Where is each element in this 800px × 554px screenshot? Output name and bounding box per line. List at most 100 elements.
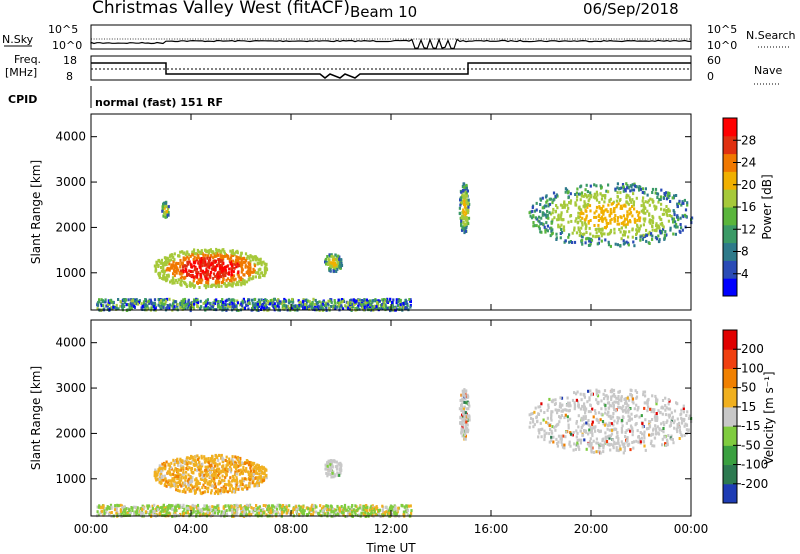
echo-cell	[245, 280, 249, 284]
echo-cell	[551, 425, 554, 429]
echo-cell	[268, 302, 272, 306]
echo-cell	[330, 254, 333, 258]
echo-cell	[218, 471, 221, 475]
echo-cell	[270, 506, 273, 509]
echo-cell	[116, 513, 119, 517]
echo-cell	[603, 232, 606, 236]
echo-cell	[165, 460, 168, 464]
echo-cell	[599, 429, 602, 433]
colorbar-block	[723, 242, 737, 261]
echo-cell	[252, 473, 255, 476]
echo-cell	[357, 302, 360, 306]
echo-cell	[603, 397, 606, 401]
echo-cell	[549, 428, 552, 431]
echo-cell	[669, 228, 672, 232]
echo-cell	[645, 233, 649, 237]
echo-cell	[629, 189, 632, 193]
echo-cell	[212, 467, 215, 470]
echo-cell	[616, 186, 619, 190]
echo-cell	[348, 307, 351, 311]
echo-cell	[154, 468, 157, 472]
echo-cell	[307, 507, 310, 511]
echo-cell	[146, 504, 149, 508]
echo-cell	[650, 232, 653, 236]
echo-cell	[611, 394, 614, 398]
echo-cell	[602, 422, 605, 426]
echo-cell	[686, 203, 689, 207]
echo-cell	[543, 206, 546, 210]
echo-cell	[557, 214, 560, 218]
echo-cell	[195, 512, 198, 516]
echo-cell	[463, 217, 466, 221]
echo-cell	[187, 460, 190, 464]
echo-cell	[99, 505, 103, 509]
echo-cell	[161, 513, 164, 517]
echo-cell	[210, 306, 213, 310]
echo-cell	[311, 503, 314, 507]
echo-cell	[683, 424, 686, 428]
echo-cell	[588, 237, 591, 241]
echo-cell	[623, 219, 626, 223]
echo-cell	[653, 444, 656, 448]
echo-cell	[642, 208, 645, 212]
echo-cell	[216, 504, 219, 508]
echo-cell	[214, 453, 217, 457]
echo-cell	[169, 253, 172, 257]
echo-cell	[282, 307, 286, 311]
echo-cell	[226, 469, 229, 473]
echo-cell	[676, 205, 679, 208]
echo-cell	[555, 193, 558, 197]
echo-cell	[226, 284, 229, 287]
echo-cell	[221, 259, 224, 263]
echo-cell	[533, 209, 537, 213]
echo-cell	[239, 458, 242, 462]
echo-cell	[215, 247, 218, 251]
echo-cell	[674, 232, 677, 236]
echo-cell	[171, 276, 175, 280]
echo-cell	[314, 302, 317, 306]
echo-cell	[126, 513, 129, 517]
echo-cell	[667, 402, 670, 406]
echo-cell	[262, 260, 265, 264]
echo-cell	[165, 299, 168, 303]
echo-cell	[575, 429, 578, 433]
echo-cell	[597, 421, 600, 424]
echo-cell	[392, 298, 395, 302]
echo-cell	[388, 306, 391, 310]
echo-cell	[329, 472, 332, 476]
echo-cell	[633, 182, 636, 186]
echo-cell	[579, 392, 582, 396]
echo-cell	[465, 417, 468, 421]
echo-cell	[326, 511, 329, 515]
echo-cell	[213, 283, 216, 287]
echo-cell	[252, 507, 255, 511]
echo-cell	[610, 217, 613, 221]
echo-cell	[123, 505, 126, 509]
echo-cell	[184, 485, 187, 489]
echo-cell	[196, 305, 199, 308]
nsky-tick-top: 10^5	[48, 23, 78, 36]
echo-cell	[584, 204, 588, 208]
echo-cell	[357, 298, 360, 302]
echo-cell	[619, 230, 622, 234]
echo-cell	[233, 464, 236, 468]
echo-cell	[161, 277, 164, 280]
echo-cell	[668, 407, 672, 411]
echo-cell	[249, 254, 252, 258]
echo-cell	[186, 250, 189, 254]
echo-cell	[217, 280, 220, 284]
echo-cell	[401, 504, 404, 508]
echo-cell	[199, 491, 202, 495]
nsearch-label: N.Search	[746, 29, 796, 42]
echo-cell	[273, 297, 276, 301]
echo-cell	[202, 483, 205, 487]
echo-cell	[620, 221, 623, 225]
echo-cell	[673, 210, 676, 214]
echo-cell	[635, 196, 638, 200]
echo-cell	[459, 203, 462, 207]
echo-cell	[595, 450, 598, 454]
colorbar-tick-label: 28	[741, 133, 756, 147]
echo-cell	[210, 263, 213, 267]
echo-cell	[398, 305, 402, 309]
